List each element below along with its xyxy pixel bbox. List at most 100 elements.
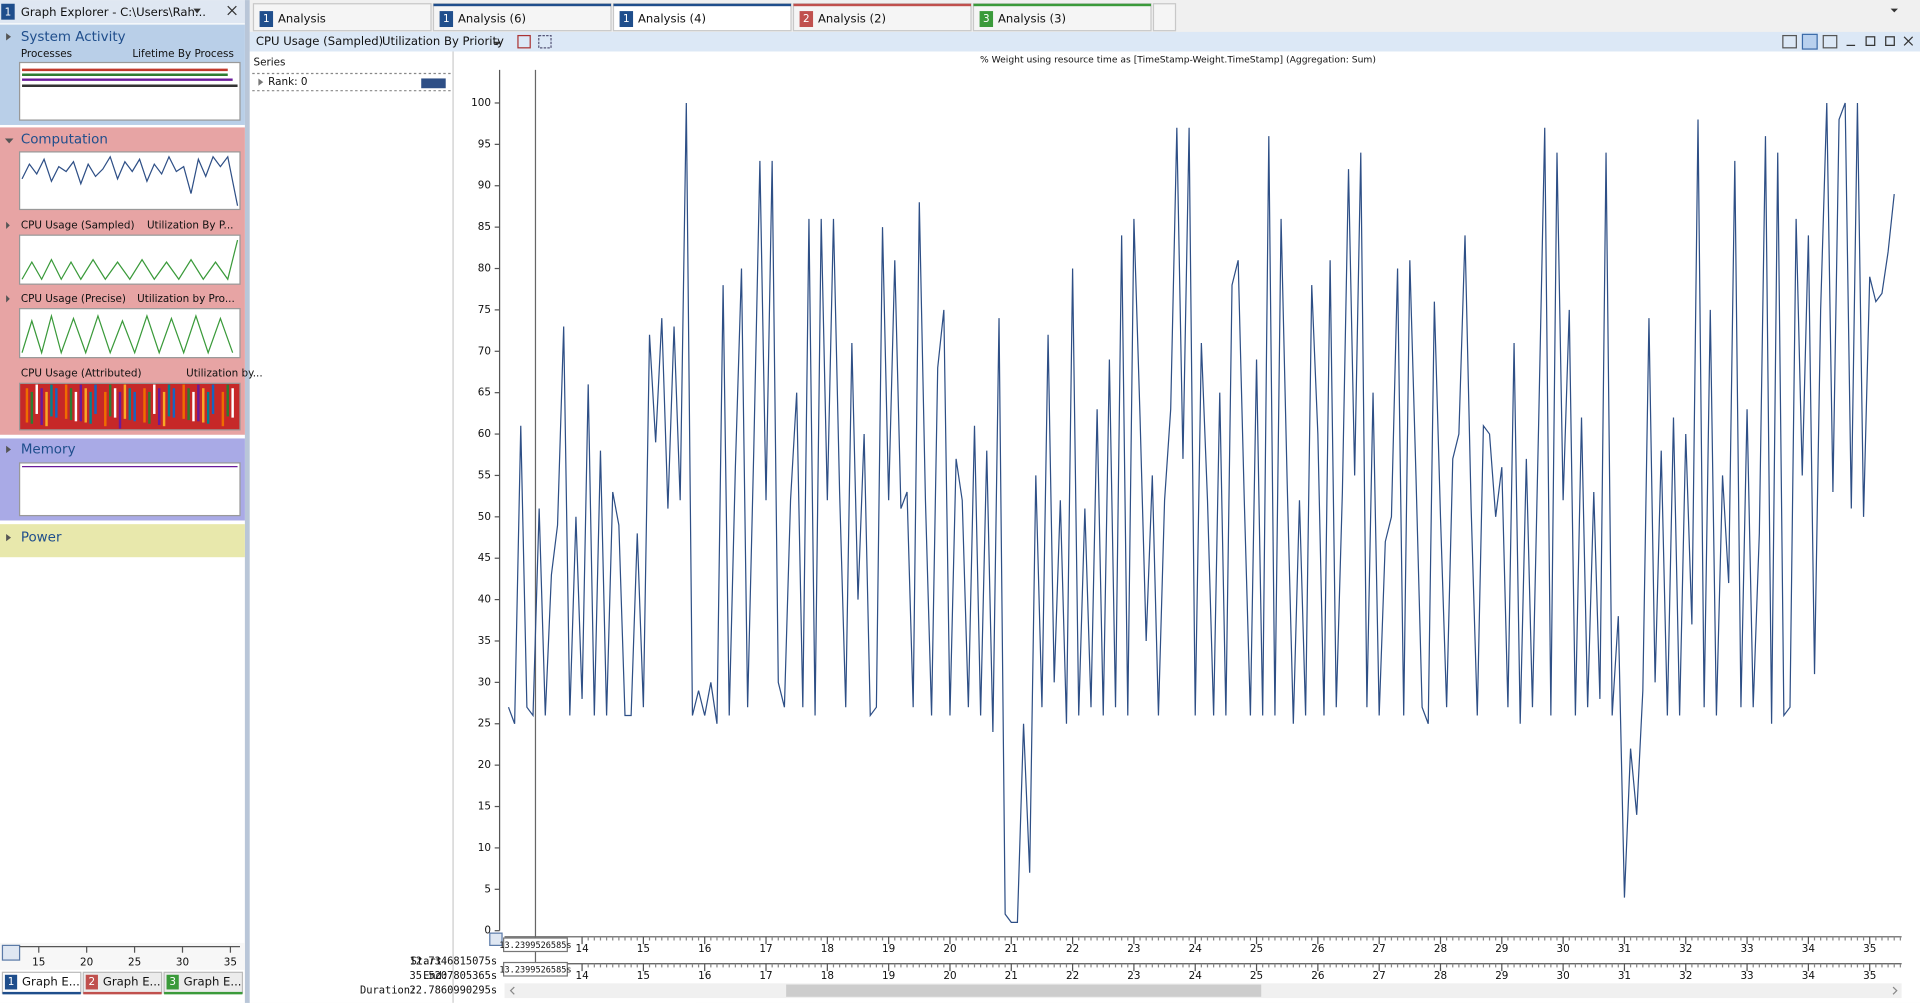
stripe xyxy=(172,388,176,418)
thumbnail xyxy=(18,61,241,121)
tab[interactable] xyxy=(432,3,612,32)
x-tick-label: 33 xyxy=(1740,970,1753,982)
zoom-button[interactable] xyxy=(1,944,21,961)
y-tick-label: 45 xyxy=(478,552,491,564)
close-button[interactable] xyxy=(1903,36,1914,46)
graph-subtitle: Lifetime By Process xyxy=(132,48,234,60)
group-title[interactable]: System Activity xyxy=(21,30,126,45)
preset-selector[interactable]: Utilization By Priority xyxy=(382,34,504,48)
y-tick-label: 75 xyxy=(478,304,491,316)
x-tick-label: 27 xyxy=(1373,943,1386,955)
graph-subtitle: Utilization by Pro... xyxy=(137,293,235,305)
cursor-label: 13.2399526585s xyxy=(499,965,571,975)
group-title[interactable]: Memory xyxy=(21,442,76,457)
x-tick-label: 32 xyxy=(1679,943,1692,955)
thumbnail xyxy=(18,151,241,211)
x-tick-label: 14 xyxy=(575,970,589,982)
graph-title: CPU Usage (Attributed) xyxy=(21,368,142,380)
tab-label: Analysis (6) xyxy=(458,12,526,26)
stripe xyxy=(192,391,195,422)
y-tick-label: 80 xyxy=(478,263,491,275)
graph-title: Processes xyxy=(21,48,72,60)
badge xyxy=(166,974,179,990)
y-tick-label: 30 xyxy=(478,676,491,688)
sidebar-axis xyxy=(0,942,245,970)
x-tick-label: 23 xyxy=(1127,970,1140,982)
group-title[interactable]: Power xyxy=(21,531,62,546)
badge xyxy=(979,11,994,28)
thumb-line xyxy=(21,313,234,355)
stripe xyxy=(20,384,24,422)
dropdown-arrow[interactable] xyxy=(493,41,501,46)
zoom-button[interactable] xyxy=(489,932,503,946)
view-button[interactable] xyxy=(1782,34,1797,49)
x-tick-label: 32 xyxy=(1679,970,1692,982)
tab-topline xyxy=(973,3,1152,7)
stripe xyxy=(60,391,63,429)
stripe xyxy=(197,384,200,422)
toolbar-icon[interactable] xyxy=(517,34,531,49)
series-row[interactable]: Rank: 0 xyxy=(268,76,307,88)
maximize-button[interactable] xyxy=(1885,36,1895,46)
x-tick-label: 29 xyxy=(1495,970,1508,982)
tab-underline xyxy=(2,991,81,995)
x-tick-label: 27 xyxy=(1373,970,1386,982)
graph-title: CPU Usage (Sampled) xyxy=(21,219,135,231)
group-title[interactable]: Computation xyxy=(21,133,108,148)
duration-label: Duration: xyxy=(360,985,416,997)
x-tick-label: 23 xyxy=(1127,943,1140,955)
splitter xyxy=(244,0,250,1003)
chart-panel xyxy=(453,51,1920,1003)
stripe xyxy=(40,388,43,425)
tab-menu[interactable] xyxy=(1890,8,1898,13)
x-tick-label: 30 xyxy=(1557,943,1570,955)
stripe xyxy=(138,384,141,422)
close-button[interactable] xyxy=(227,5,237,16)
window-controls xyxy=(1782,33,1914,50)
tick-label: 35 xyxy=(224,957,237,969)
x-tick-label: 34 xyxy=(1802,970,1816,982)
duration-value: 22.7860990295s xyxy=(410,985,498,997)
tab-label: Analysis (3) xyxy=(998,12,1066,26)
y-tick-label: 35 xyxy=(478,635,491,647)
scrollbar-thumb[interactable] xyxy=(786,984,1262,997)
restore-button[interactable] xyxy=(1865,36,1876,46)
stripe xyxy=(99,388,102,425)
graph-selector[interactable]: CPU Usage (Sampled) xyxy=(256,34,383,48)
scroll-right[interactable] xyxy=(1892,986,1898,995)
x-tick-label: 18 xyxy=(821,943,834,955)
x-tick-label: 22 xyxy=(1066,943,1079,955)
tick-label: 15 xyxy=(32,957,45,969)
toolbar-icon[interactable] xyxy=(538,34,552,49)
tab[interactable] xyxy=(1152,3,1177,32)
badge xyxy=(259,11,274,28)
y-tick-label: 60 xyxy=(478,428,491,440)
scroll-left[interactable] xyxy=(509,986,515,995)
stripe xyxy=(50,384,53,417)
dropdown-arrow[interactable] xyxy=(193,8,201,14)
tick-label: 25 xyxy=(128,957,141,969)
tab[interactable] xyxy=(252,3,432,32)
view-button[interactable] xyxy=(1822,34,1838,49)
y-tick-label: 5 xyxy=(484,883,491,895)
stripe xyxy=(123,384,127,419)
badge-text: 1 xyxy=(5,6,12,18)
stripe xyxy=(74,391,78,422)
x-tick-label: 26 xyxy=(1311,970,1324,982)
x-tick-label: 14 xyxy=(575,943,589,955)
chart-title: % Weight using resource time as [TimeSta… xyxy=(980,55,1376,66)
badge-text: 1 xyxy=(443,13,450,25)
x-tick-label: 31 xyxy=(1618,970,1631,982)
expander[interactable] xyxy=(258,78,264,86)
stripe xyxy=(211,384,215,414)
thumb-line xyxy=(21,155,239,206)
x-tick-label: 22 xyxy=(1066,970,1079,982)
y-tick-label: 95 xyxy=(478,138,491,150)
view-button[interactable] xyxy=(1801,33,1818,50)
x-tick-label: 17 xyxy=(759,970,772,982)
start-value: 12.7346815075s xyxy=(410,955,498,967)
x-tick-label: 17 xyxy=(759,943,772,955)
y-tick-label: 55 xyxy=(478,469,491,481)
x-tick-label: 33 xyxy=(1740,943,1753,955)
